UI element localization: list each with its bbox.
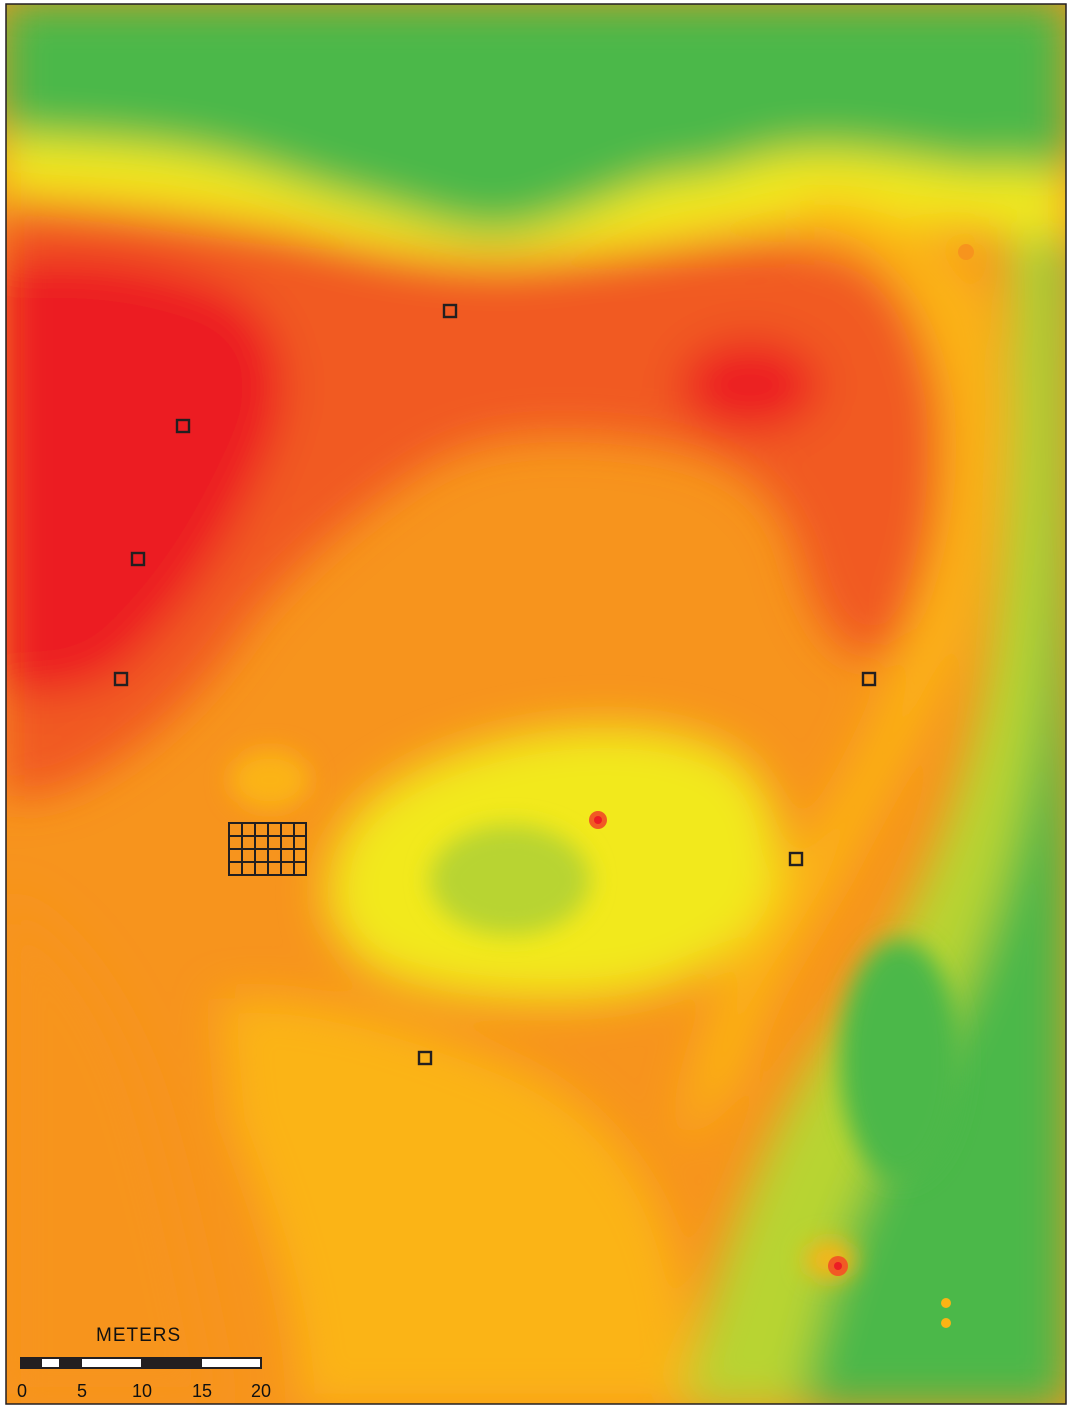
- scale-tick-label: 15: [191, 1381, 213, 1401]
- survey-marker: [175, 418, 191, 434]
- survey-marker: [130, 551, 146, 567]
- map-frame: [5, 3, 1067, 1405]
- survey-marker: [417, 1050, 433, 1066]
- scale-bar-title: METERS: [96, 1325, 182, 1346]
- survey-markers: [113, 303, 877, 1066]
- scale-bar: [20, 1357, 262, 1369]
- survey-marker: [442, 303, 458, 319]
- survey-marker: [113, 671, 129, 687]
- survey-marker: [788, 851, 804, 867]
- scale-tick-label: 5: [76, 1381, 88, 1401]
- excavation-grid: [228, 822, 307, 876]
- scale-tick-label: 10: [131, 1381, 153, 1401]
- survey-marker: [861, 671, 877, 687]
- scale-tick-label: 0: [16, 1381, 28, 1401]
- scale-tick-label: 20: [250, 1381, 272, 1401]
